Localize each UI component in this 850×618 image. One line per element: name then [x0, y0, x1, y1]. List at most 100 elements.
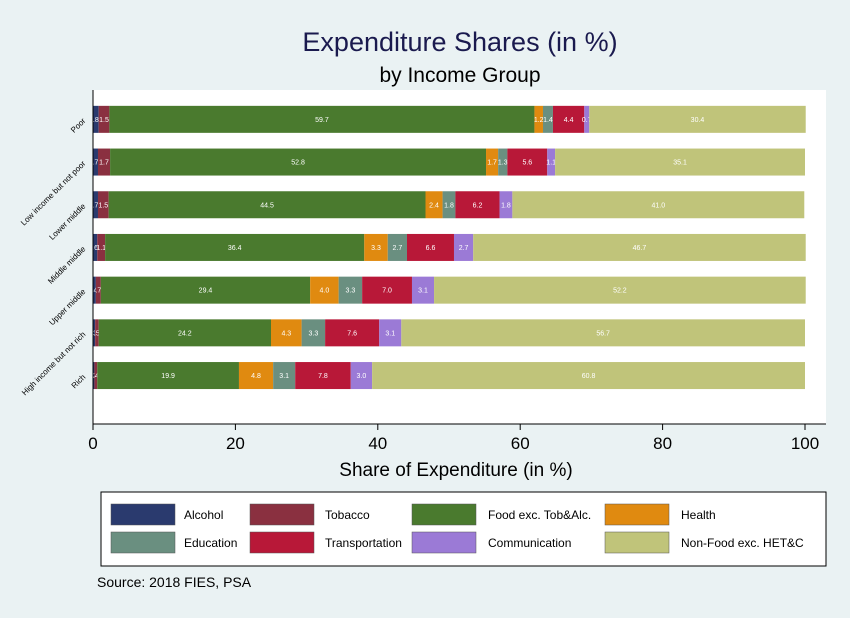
bar-3-2 — [425, 191, 443, 219]
bar-4-0 — [542, 105, 553, 133]
bar-label-5-4: 7.0 — [382, 288, 392, 295]
bar-label-5-6: 7.8 — [318, 373, 328, 380]
category-label-2: Lower middle — [47, 201, 87, 241]
bar-4-6 — [273, 362, 296, 390]
bar-0-3 — [93, 233, 98, 261]
bar-3-4 — [310, 276, 339, 304]
bar-label-5-5: 7.6 — [347, 330, 357, 337]
bar-3-5 — [271, 319, 302, 347]
bar-5-0 — [552, 105, 585, 133]
bar-label-1-5: .5 — [94, 330, 100, 337]
bar-1-2 — [97, 191, 109, 219]
legend-swatch-7 — [604, 531, 670, 554]
bar-0-6 — [93, 362, 95, 390]
bar-label-4-6: 3.1 — [279, 373, 289, 380]
bar-label-3-4: 4.0 — [320, 288, 330, 295]
bar-label-6-3: 2.7 — [459, 245, 469, 252]
bar-label-6-6: 3.0 — [357, 373, 367, 380]
legend-label-4: Education — [184, 536, 237, 550]
bar-1-3 — [97, 233, 106, 261]
bar-label-1-0: 1.5 — [99, 117, 109, 124]
bar-label-4-1: 1.3 — [498, 160, 508, 167]
legend-label-6: Communication — [488, 536, 571, 550]
bar-label-1-4: .7 — [95, 288, 101, 295]
bar-2-3 — [105, 233, 365, 261]
bar-label-7-3: 46.7 — [633, 245, 647, 252]
legend-swatch-0 — [110, 503, 176, 526]
x-tick-label-3: 60 — [511, 434, 530, 453]
bar-label-4-5: 3.3 — [308, 330, 318, 337]
bar-label-7-4: 52.2 — [613, 288, 627, 295]
bar-label-0-1: .7 — [93, 160, 99, 167]
bars-group: .8 1.5 59.7 1.2 1.4 4.4 0.7 30.4.7 1.7 52.8 1.7 1.3… — [91, 105, 806, 390]
bar-7-2 — [512, 191, 805, 219]
bar-2-0 — [109, 105, 535, 133]
bar-2-2 — [108, 191, 426, 219]
legend-swatch-1 — [249, 503, 315, 526]
bar-label-1-1: 1.7 — [99, 160, 109, 167]
bar-label-0-4: .4 — [92, 288, 98, 295]
bar-label-5-1: 5.6 — [522, 160, 532, 167]
bar-label-4-2: 1.8 — [444, 202, 454, 209]
bar-6-0 — [584, 105, 590, 133]
x-tick-label-0: 0 — [88, 434, 97, 453]
bar-1-5 — [95, 319, 99, 347]
bar-label-4-4: 3.3 — [346, 288, 356, 295]
legend: Alcohol Tobacco Food exc. Tob&Alc. Health Ed… — [110, 503, 804, 554]
bar-label-2-6: 19.9 — [161, 373, 175, 380]
legend-label-5: Transportation — [325, 536, 402, 550]
bar-2-1 — [110, 148, 487, 176]
legend-swatch-2 — [411, 503, 477, 526]
bar-label-2-5: 24.2 — [178, 330, 192, 337]
x-tick-label-4: 80 — [653, 434, 672, 453]
bar-2-6 — [97, 362, 239, 390]
bar-label-3-5: 4.3 — [281, 330, 291, 337]
bar-label-4-3: 2.7 — [393, 245, 403, 252]
bar-4-3 — [387, 233, 407, 261]
bar-1-4 — [95, 276, 101, 304]
legend-label-2: Food exc. Tob&Alc. — [488, 508, 591, 522]
bar-7-4 — [434, 276, 806, 304]
bar-label-5-0: 4.4 — [564, 117, 574, 124]
category-label-3: Middle middle — [46, 244, 88, 286]
bar-label-2-4: 29.4 — [199, 288, 213, 295]
bar-label-7-0: 30.4 — [691, 117, 705, 124]
x-axis-ticks: 0 20 40 60 80 100 — [88, 424, 819, 453]
bar-1-1 — [97, 148, 111, 176]
bar-label-2-0: 59.7 — [315, 117, 329, 124]
legend-label-0: Alcohol — [184, 508, 223, 522]
bar-3-6 — [238, 362, 274, 390]
bar-0-5 — [93, 319, 96, 347]
bar-4-5 — [301, 319, 326, 347]
legend-swatch-3 — [604, 503, 670, 526]
bar-1-6 — [94, 362, 98, 390]
source-note: Source: 2018 FIES, PSA — [97, 574, 252, 590]
bar-label-3-0: 1.2 — [534, 117, 544, 124]
legend-swatch-6 — [411, 531, 477, 554]
bar-4-1 — [498, 148, 508, 176]
legend-box — [100, 491, 827, 567]
bar-label-6-0: 0.7 — [582, 117, 592, 124]
bar-label-6-2: 1.8 — [501, 202, 511, 209]
bar-label-5-3: 6.6 — [426, 245, 436, 252]
legend-label-3: Health — [681, 508, 716, 522]
bar-label-7-6: 60.8 — [582, 373, 596, 380]
bar-5-4 — [362, 276, 412, 304]
bar-label-6-1: 1.1 — [546, 160, 556, 167]
category-label-4: Upper middle — [47, 287, 87, 327]
bar-5-3 — [406, 233, 454, 261]
bar-5-1 — [507, 148, 548, 176]
bar-label-2-3: 36.4 — [228, 245, 242, 252]
bar-1-0 — [98, 105, 110, 133]
bar-3-1 — [486, 148, 499, 176]
bar-6-5 — [379, 319, 402, 347]
bar-0-1 — [93, 148, 98, 176]
bar-4-2 — [442, 191, 456, 219]
x-tick-label-5: 100 — [791, 434, 819, 453]
bar-label-1-2: 1.5 — [98, 202, 108, 209]
x-tick-label-2: 40 — [368, 434, 387, 453]
bar-label-0-3: .6 — [92, 245, 98, 252]
bar-5-6 — [295, 362, 351, 390]
bar-label-0-5: .3 — [91, 330, 97, 337]
